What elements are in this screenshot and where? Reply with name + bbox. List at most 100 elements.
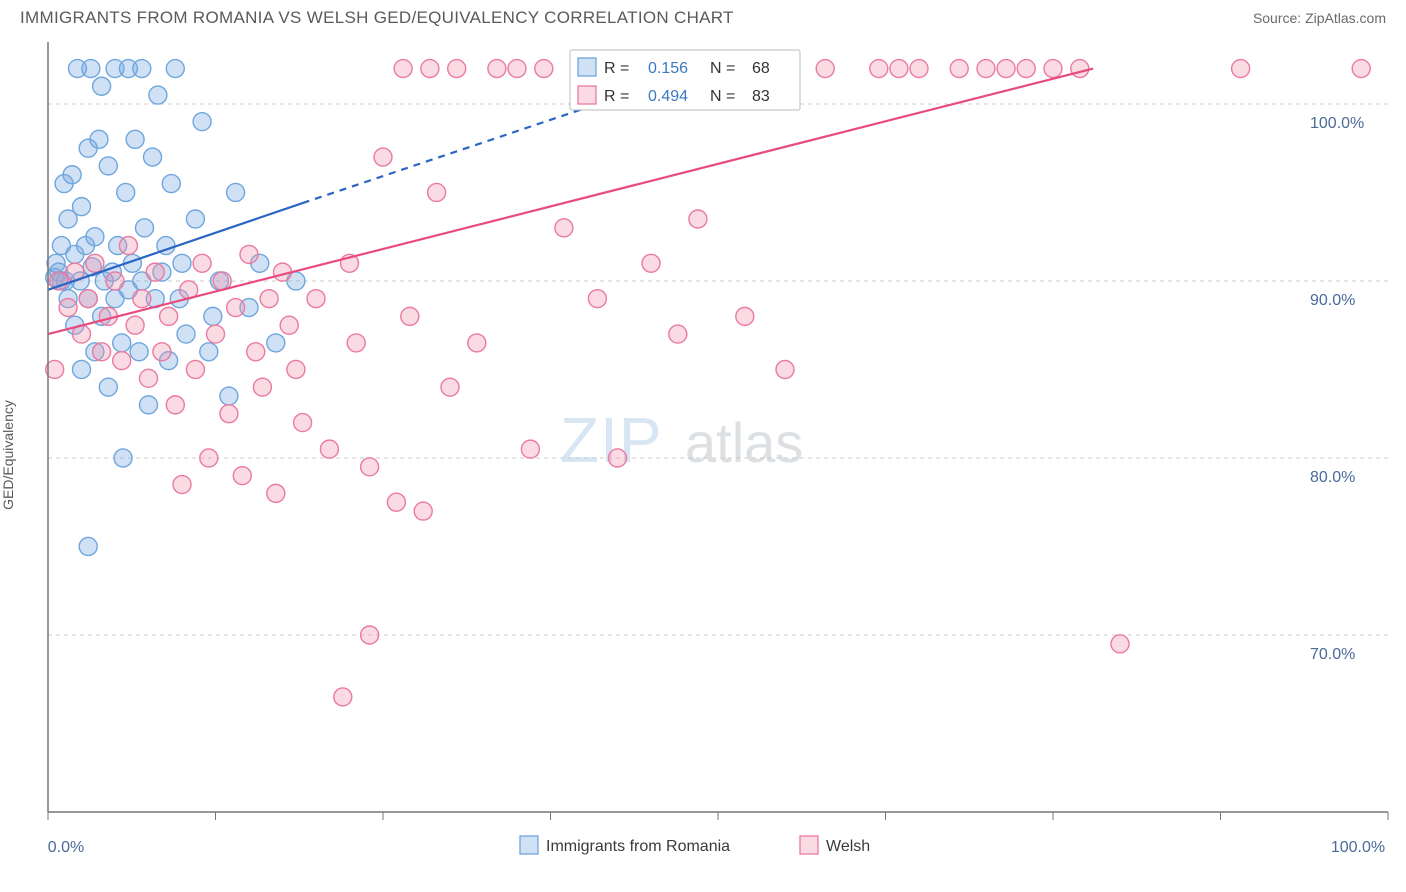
data-point (193, 254, 211, 272)
data-point (186, 360, 204, 378)
data-point (106, 272, 124, 290)
data-point (260, 290, 278, 308)
data-point (93, 77, 111, 95)
data-point (347, 334, 365, 352)
data-point (166, 60, 184, 78)
data-point (113, 334, 131, 352)
data-point (267, 484, 285, 502)
data-point (294, 414, 312, 432)
data-point (977, 60, 995, 78)
data-point (609, 449, 627, 467)
data-point (146, 263, 164, 281)
data-point (776, 360, 794, 378)
data-point (307, 290, 325, 308)
data-point (870, 60, 888, 78)
data-point (508, 60, 526, 78)
data-point (126, 130, 144, 148)
data-point (1232, 60, 1250, 78)
data-point (117, 183, 135, 201)
data-point (133, 60, 151, 78)
data-point (468, 334, 486, 352)
data-point (394, 60, 412, 78)
svg-text:100.0%: 100.0% (1331, 839, 1385, 856)
data-point (113, 352, 131, 370)
data-point (166, 396, 184, 414)
chart-title: IMMIGRANTS FROM ROMANIA VS WELSH GED/EQU… (20, 8, 734, 28)
svg-text:80.0%: 80.0% (1310, 469, 1355, 486)
chart-header: IMMIGRANTS FROM ROMANIA VS WELSH GED/EQU… (0, 0, 1406, 32)
data-point (162, 175, 180, 193)
data-point (130, 343, 148, 361)
data-point (247, 343, 265, 361)
data-point (140, 396, 158, 414)
data-point (334, 688, 352, 706)
svg-text:Welsh: Welsh (826, 838, 870, 855)
data-point (240, 245, 258, 263)
svg-text:68: 68 (752, 60, 770, 77)
data-point (950, 60, 968, 78)
data-point (555, 219, 573, 237)
svg-text:0.0%: 0.0% (48, 839, 84, 856)
data-point (267, 334, 285, 352)
data-point (320, 440, 338, 458)
svg-text:90.0%: 90.0% (1310, 292, 1355, 309)
data-point (361, 626, 379, 644)
data-point (135, 219, 153, 237)
svg-text:100.0%: 100.0% (1310, 115, 1364, 132)
data-point (414, 502, 432, 520)
svg-text:Immigrants from Romania: Immigrants from Romania (546, 838, 730, 855)
data-point (1352, 60, 1370, 78)
data-point (114, 449, 132, 467)
data-point (177, 325, 195, 343)
data-point (63, 166, 81, 184)
data-point (133, 290, 151, 308)
data-point (86, 228, 104, 246)
data-point (204, 307, 222, 325)
data-point (227, 183, 245, 201)
chart-source: Source: ZipAtlas.com (1253, 10, 1386, 26)
data-point (149, 86, 167, 104)
svg-text:R =: R = (604, 60, 629, 77)
y-axis-label: GED/Equivalency (0, 400, 16, 510)
data-point (361, 458, 379, 476)
data-point (1111, 635, 1129, 653)
svg-text:atlas: atlas (685, 411, 803, 474)
scatter-chart-svg: 70.0%80.0%90.0%100.0%ZIPatlas0.0%100.0%R… (0, 32, 1406, 862)
svg-text:N =: N = (710, 88, 735, 105)
data-point (642, 254, 660, 272)
data-point (99, 157, 117, 175)
data-point (193, 113, 211, 131)
data-point (160, 307, 178, 325)
svg-text:0.156: 0.156 (648, 60, 688, 77)
data-point (73, 360, 91, 378)
data-point (173, 254, 191, 272)
data-point (387, 493, 405, 511)
data-point (79, 537, 97, 555)
data-point (79, 290, 97, 308)
data-point (220, 405, 238, 423)
data-point (119, 237, 137, 255)
data-point (73, 198, 91, 216)
data-point (140, 369, 158, 387)
data-point (448, 60, 466, 78)
data-point (588, 290, 606, 308)
data-point (669, 325, 687, 343)
data-point (441, 378, 459, 396)
data-point (82, 60, 100, 78)
data-point (488, 60, 506, 78)
data-point (253, 378, 271, 396)
svg-text:0.494: 0.494 (648, 88, 688, 105)
trend-line-extrapolated (303, 95, 625, 203)
svg-text:83: 83 (752, 88, 770, 105)
chart-area: GED/Equivalency 70.0%80.0%90.0%100.0%ZIP… (0, 32, 1406, 862)
data-point (220, 387, 238, 405)
data-point (200, 343, 218, 361)
data-point (1017, 60, 1035, 78)
svg-text:R =: R = (604, 88, 629, 105)
data-point (736, 307, 754, 325)
data-point (233, 467, 251, 485)
data-point (521, 440, 539, 458)
data-point (816, 60, 834, 78)
data-point (280, 316, 298, 334)
data-point (200, 449, 218, 467)
